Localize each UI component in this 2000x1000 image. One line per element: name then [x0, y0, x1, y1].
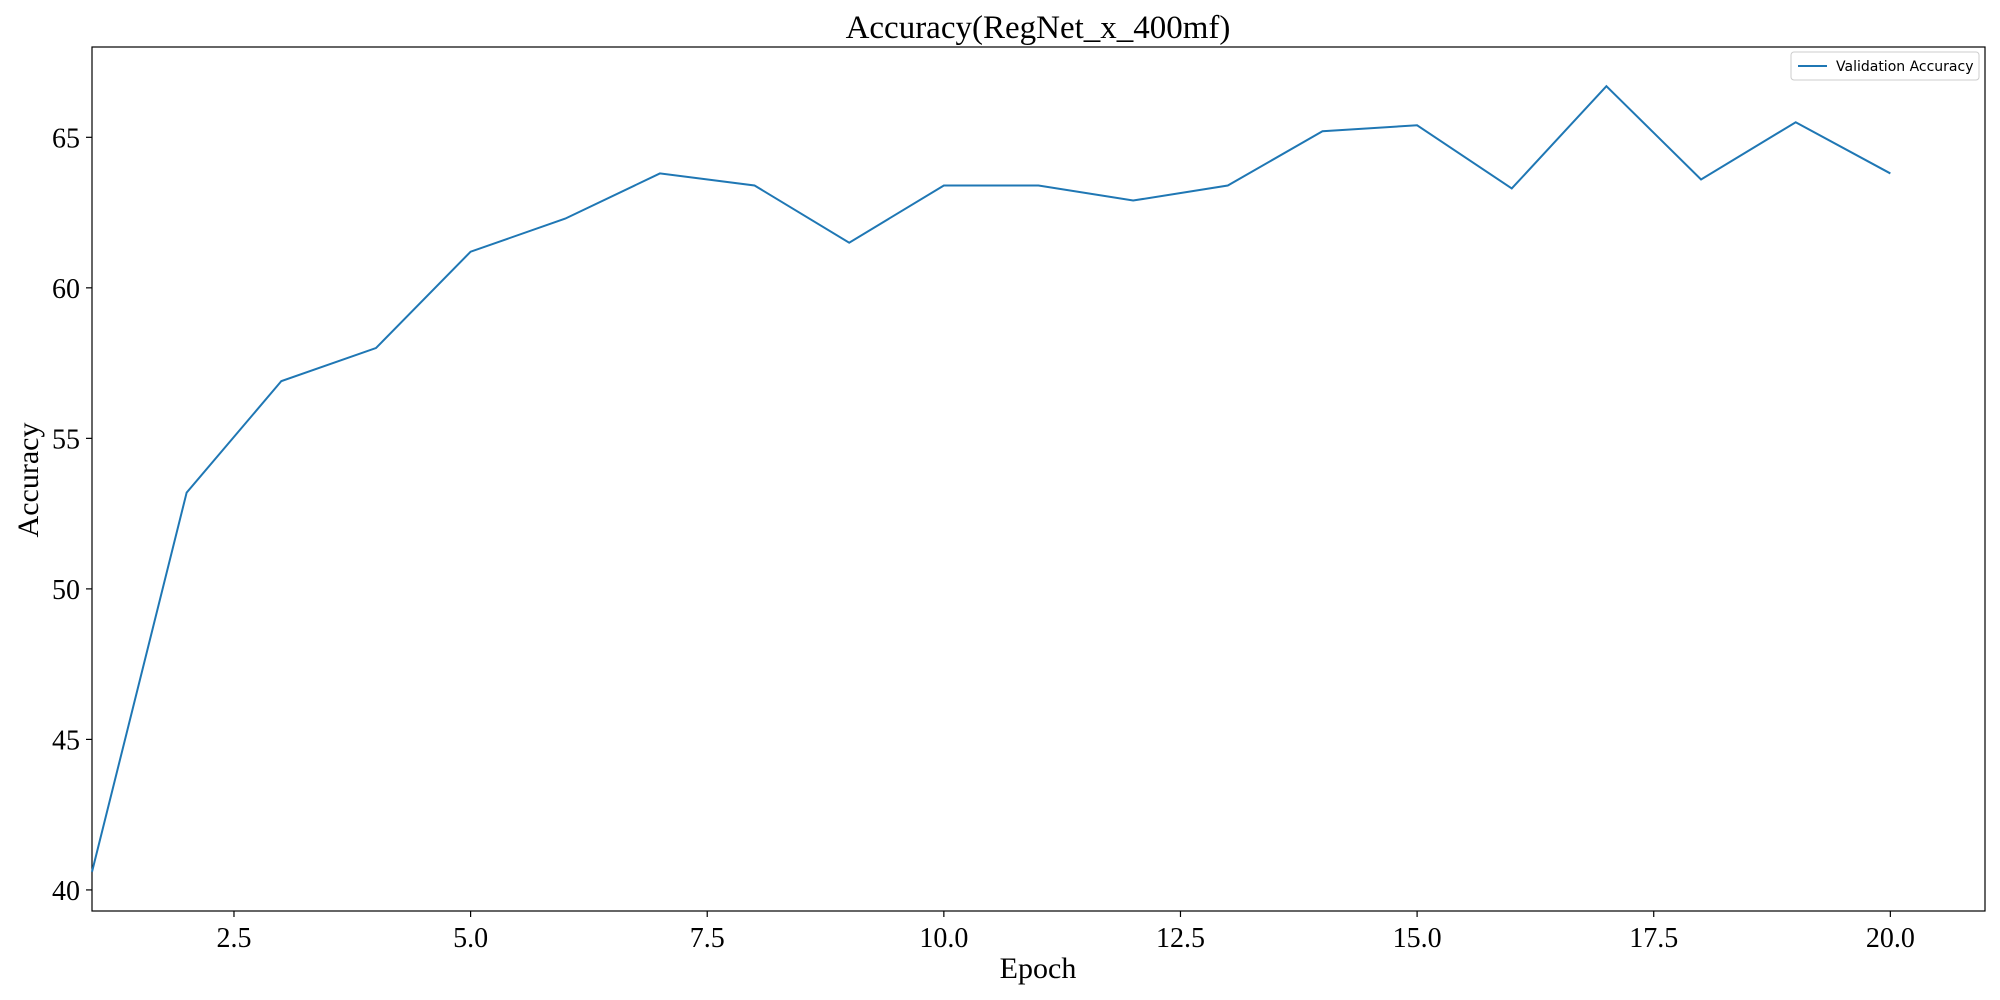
x-tick-label: 12.5 [1156, 923, 1205, 954]
legend: Validation Accuracy [1790, 51, 1980, 81]
y-tick-label: 40 [52, 876, 80, 907]
y-axis: 40 45 50 55 60 65 [52, 123, 92, 907]
x-tick-label: 10.0 [919, 923, 968, 954]
plot-frame [91, 46, 1986, 912]
x-tick-label: 7.5 [690, 923, 725, 954]
x-tick-label: 15.0 [1393, 923, 1442, 954]
chart-title: Accuracy(RegNet_x_400mf) [846, 10, 1231, 46]
legend-label: Validation Accuracy [1836, 59, 1974, 75]
y-tick-label: 55 [52, 424, 80, 455]
legend-box [1790, 51, 1980, 81]
y-tick-label: 45 [52, 725, 80, 756]
x-axis: 2.5 5.0 7.5 10.0 12.5 15.0 17.5 20.0 [216, 911, 1915, 954]
x-tick-label: 20.0 [1866, 923, 1915, 954]
x-axis-label: Epoch [1000, 952, 1077, 985]
x-tick-label: 17.5 [1629, 923, 1678, 954]
x-tick-label: 5.0 [453, 923, 488, 954]
validation-accuracy-line [91, 84, 1891, 873]
y-tick-label: 60 [52, 274, 80, 305]
y-tick-label: 50 [52, 575, 80, 606]
plot-area [91, 46, 1986, 912]
y-tick-label: 65 [52, 123, 80, 154]
x-tick-label: 2.5 [216, 923, 251, 954]
y-axis-label: Accuracy [12, 423, 45, 538]
